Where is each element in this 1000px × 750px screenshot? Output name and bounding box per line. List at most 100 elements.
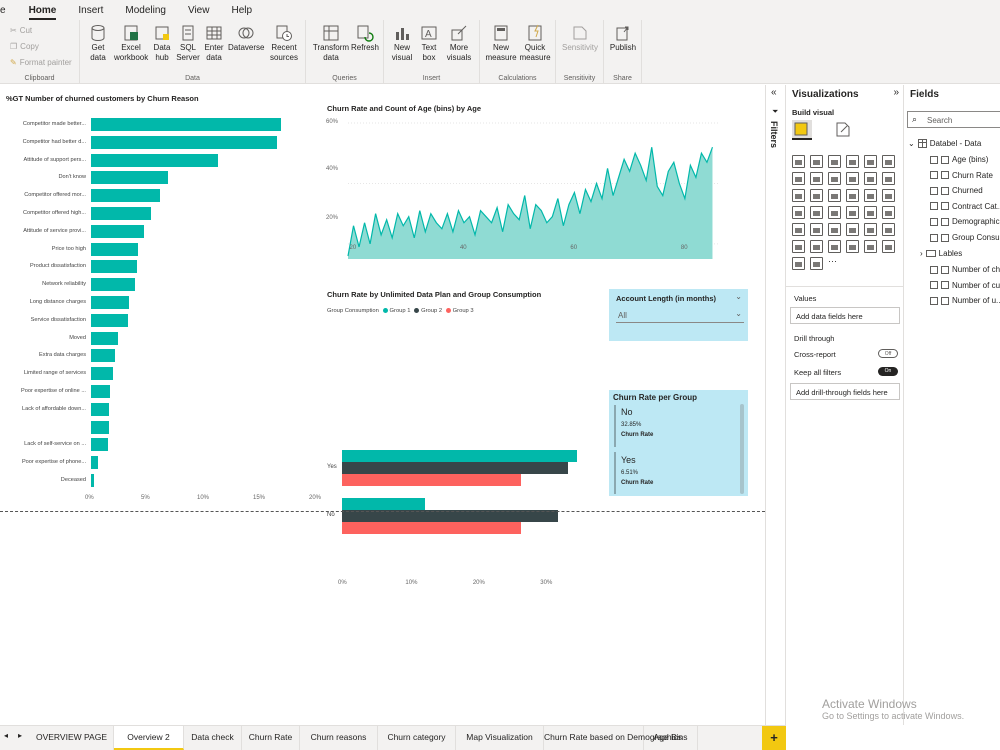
bar[interactable] xyxy=(91,189,161,203)
bar[interactable] xyxy=(91,171,169,185)
copy-button[interactable]: ❐ Copy xyxy=(10,42,39,51)
menu-tab-file[interactable]: e xyxy=(0,5,6,16)
visual-type-icon[interactable] xyxy=(882,240,895,253)
bar[interactable] xyxy=(91,135,277,149)
folder-lables[interactable]: › Lables xyxy=(920,249,963,258)
publish-button[interactable]: Publish xyxy=(606,24,640,53)
visual-type-icon[interactable] xyxy=(882,223,895,236)
more-visuals-button[interactable]: More visuals xyxy=(442,24,476,63)
fields-search-box[interactable]: ⌕ Search xyxy=(907,111,1000,128)
drill-through-well[interactable]: Add drill-through fields here xyxy=(790,383,900,400)
bar[interactable] xyxy=(91,385,111,398)
menu-tab-help[interactable]: Help xyxy=(231,5,253,16)
visual-type-icon[interactable] xyxy=(846,172,859,185)
visual-type-icon[interactable] xyxy=(792,206,805,219)
refresh-button[interactable]: Refresh xyxy=(350,24,380,53)
bar[interactable] xyxy=(342,498,425,510)
page-tab[interactable]: Churn reasons xyxy=(300,726,378,750)
field-item[interactable]: Number of u... xyxy=(930,296,1000,305)
bar[interactable] xyxy=(91,420,109,434)
page-tab[interactable]: Churn Rate xyxy=(242,726,300,750)
visual-type-icon[interactable] xyxy=(828,206,841,219)
visual-type-icon[interactable] xyxy=(828,240,841,253)
visual-type-icon[interactable] xyxy=(792,155,805,168)
visual-type-icon[interactable] xyxy=(882,155,895,168)
visual-type-icon[interactable] xyxy=(792,172,805,185)
page-tab[interactable]: OVERVIEW PAGE xyxy=(30,726,114,750)
bar[interactable] xyxy=(91,278,135,292)
field-item[interactable]: Age (bins) xyxy=(930,155,988,164)
sensitivity-button[interactable]: Sensitivity xyxy=(558,24,602,53)
field-item[interactable]: Group Consu... xyxy=(930,233,1000,242)
quick-measure-button[interactable]: Quick measure xyxy=(518,24,552,63)
expand-right-icon[interactable]: » xyxy=(893,87,899,98)
visual-type-icon[interactable] xyxy=(864,189,877,202)
menu-tab-insert[interactable]: Insert xyxy=(78,5,104,16)
bar[interactable] xyxy=(342,474,521,486)
checkbox[interactable] xyxy=(930,202,938,211)
visual-type-icon[interactable] xyxy=(864,240,877,253)
bar[interactable] xyxy=(91,224,144,238)
visual-type-icon[interactable] xyxy=(864,223,877,236)
visual-type-icon[interactable] xyxy=(846,240,859,253)
age-visual[interactable]: Churn Rate and Count of Age (bins) by Ag… xyxy=(326,101,726,261)
keep-filters-toggle[interactable]: On xyxy=(878,367,898,376)
visual-type-icon[interactable] xyxy=(882,206,895,219)
visual-type-icon[interactable] xyxy=(792,189,805,202)
dataverse-button[interactable]: Dataverse xyxy=(228,24,264,53)
visual-type-icon[interactable] xyxy=(846,189,859,202)
bar[interactable] xyxy=(91,331,118,345)
add-page-button[interactable]: + xyxy=(762,726,786,750)
checkbox[interactable] xyxy=(930,155,938,164)
page-tab[interactable]: Age Bins xyxy=(644,726,698,750)
bar[interactable] xyxy=(342,522,521,534)
page-tab[interactable]: Data check xyxy=(184,726,242,750)
visual-type-icon[interactable] xyxy=(810,189,823,202)
visual-type-icon[interactable] xyxy=(846,223,859,236)
visual-type-icon[interactable] xyxy=(864,172,877,185)
visual-type-icon[interactable] xyxy=(882,189,895,202)
age-area[interactable] xyxy=(348,147,713,259)
format-visual-tab[interactable] xyxy=(834,120,854,140)
checkbox[interactable] xyxy=(930,281,938,290)
visual-type-icon[interactable] xyxy=(792,223,805,236)
bar[interactable] xyxy=(342,510,558,522)
transform-data-button[interactable]: Transform data xyxy=(312,24,350,63)
sql-server-button[interactable]: SQL Server xyxy=(176,24,200,63)
bar[interactable] xyxy=(91,438,108,452)
bar[interactable] xyxy=(91,296,130,309)
field-item[interactable]: Churn Rate xyxy=(930,171,993,180)
age-line[interactable] xyxy=(347,146,714,257)
visual-type-icon[interactable] xyxy=(810,240,823,253)
menu-tab-home[interactable]: Home xyxy=(18,5,68,20)
field-item[interactable]: Demographic... xyxy=(930,217,1000,226)
more-icon[interactable]: ··· xyxy=(828,256,837,266)
slicer-dropdown[interactable]: All ⌄ xyxy=(616,309,744,323)
scroll-right-icon[interactable]: ▸ xyxy=(18,731,23,740)
visual-type-icon[interactable] xyxy=(864,206,877,219)
format-painter-button[interactable]: ✎ Format painter xyxy=(10,58,72,67)
enter-data-button[interactable]: Enter data xyxy=(202,24,226,63)
values-well[interactable]: Add data fields here xyxy=(790,307,900,324)
account-length-slicer[interactable]: Account Length (in months) ⌄ All ⌄ xyxy=(609,289,748,341)
visual-type-icon[interactable] xyxy=(828,155,841,168)
checkbox[interactable] xyxy=(930,233,938,242)
text-box-button[interactable]: A Text box xyxy=(416,24,442,63)
page-tab[interactable]: Churn category xyxy=(378,726,456,750)
bar[interactable] xyxy=(91,474,95,487)
cross-report-toggle[interactable]: Off xyxy=(878,349,898,358)
checkbox[interactable] xyxy=(930,217,938,226)
bar[interactable] xyxy=(342,450,578,462)
bar[interactable] xyxy=(91,456,98,470)
excel-workbook-button[interactable]: Excel workbook xyxy=(114,24,148,63)
plan-visual[interactable]: Churn Rate by Unlimited Data Plan and Gr… xyxy=(326,288,604,586)
visual-type-icon[interactable] xyxy=(846,155,859,168)
visual-type-icon[interactable] xyxy=(810,172,823,185)
page-tab[interactable]: Map Visualization xyxy=(456,726,544,750)
visual-type-icon[interactable] xyxy=(846,206,859,219)
bar[interactable] xyxy=(91,242,139,256)
visual-type-icon[interactable] xyxy=(828,172,841,185)
bar[interactable] xyxy=(91,207,152,220)
field-item[interactable]: Number of ch... xyxy=(930,265,1000,274)
visual-type-icon[interactable] xyxy=(828,223,841,236)
